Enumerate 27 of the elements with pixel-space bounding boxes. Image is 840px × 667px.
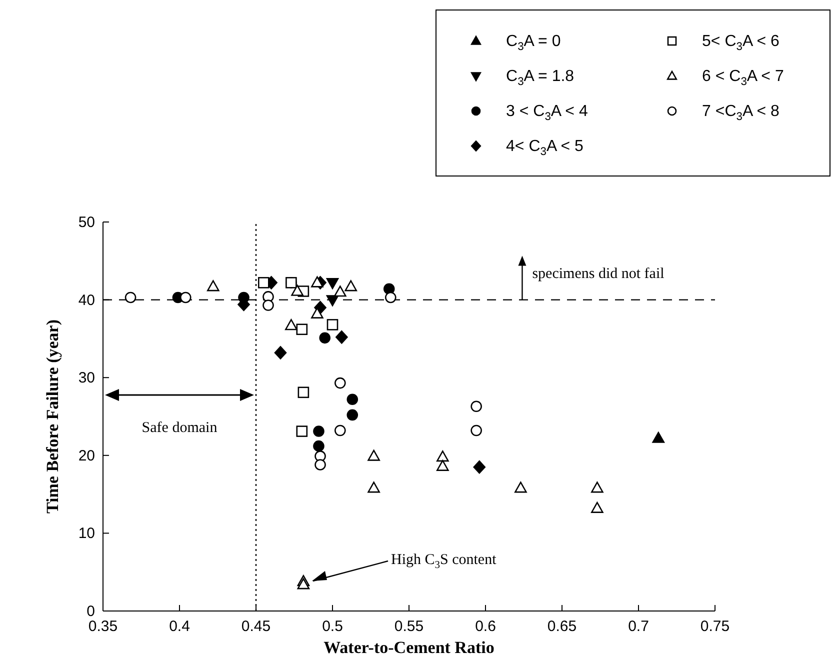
annotation: specimens did not fail: [532, 266, 664, 282]
x-tick-label: 0.55: [394, 618, 424, 635]
x-tick-label: 0.5: [322, 618, 343, 635]
y-tick-label: 30: [78, 370, 95, 387]
legend-label: 4< C$_{3}$A < 5: [506, 138, 584, 158]
y-tick-label: 20: [78, 447, 95, 464]
legend-label: 3 < C$_{3}$A < 4: [506, 103, 588, 123]
y-tick-label: 40: [78, 292, 95, 309]
x-tick-label: 0.35: [88, 618, 118, 635]
annotation: Safe domain: [142, 420, 218, 436]
legend-label: 7 <C$_{3}$A < 8: [702, 103, 780, 123]
legend-label: 5< C$_{3}$A < 6: [702, 33, 780, 53]
legend-label: 6 < C$_{3}$A < 7: [702, 68, 784, 88]
x-axis-title: Water-to-Cement Ratio: [324, 638, 494, 657]
x-tick-label: 0.75: [700, 618, 730, 635]
x-tick-label: 0.6: [475, 618, 496, 635]
x-tick-label: 0.7: [628, 618, 649, 635]
x-tick-label: 0.4: [169, 618, 190, 635]
legend-label: C$_{3}$A = 1.8: [506, 68, 574, 88]
y-tick-label: 50: [78, 214, 95, 231]
x-tick-label: 0.65: [547, 618, 577, 635]
annotation: High C$_{3}$S content: [391, 552, 498, 571]
x-tick-label: 0.45: [241, 618, 271, 635]
legend-label: C$_{3}$A = 0: [506, 33, 561, 53]
y-tick-label: 0: [86, 603, 95, 620]
y-axis-title: Time Before Failure (year): [43, 319, 62, 514]
y-tick-label: 10: [78, 525, 95, 542]
